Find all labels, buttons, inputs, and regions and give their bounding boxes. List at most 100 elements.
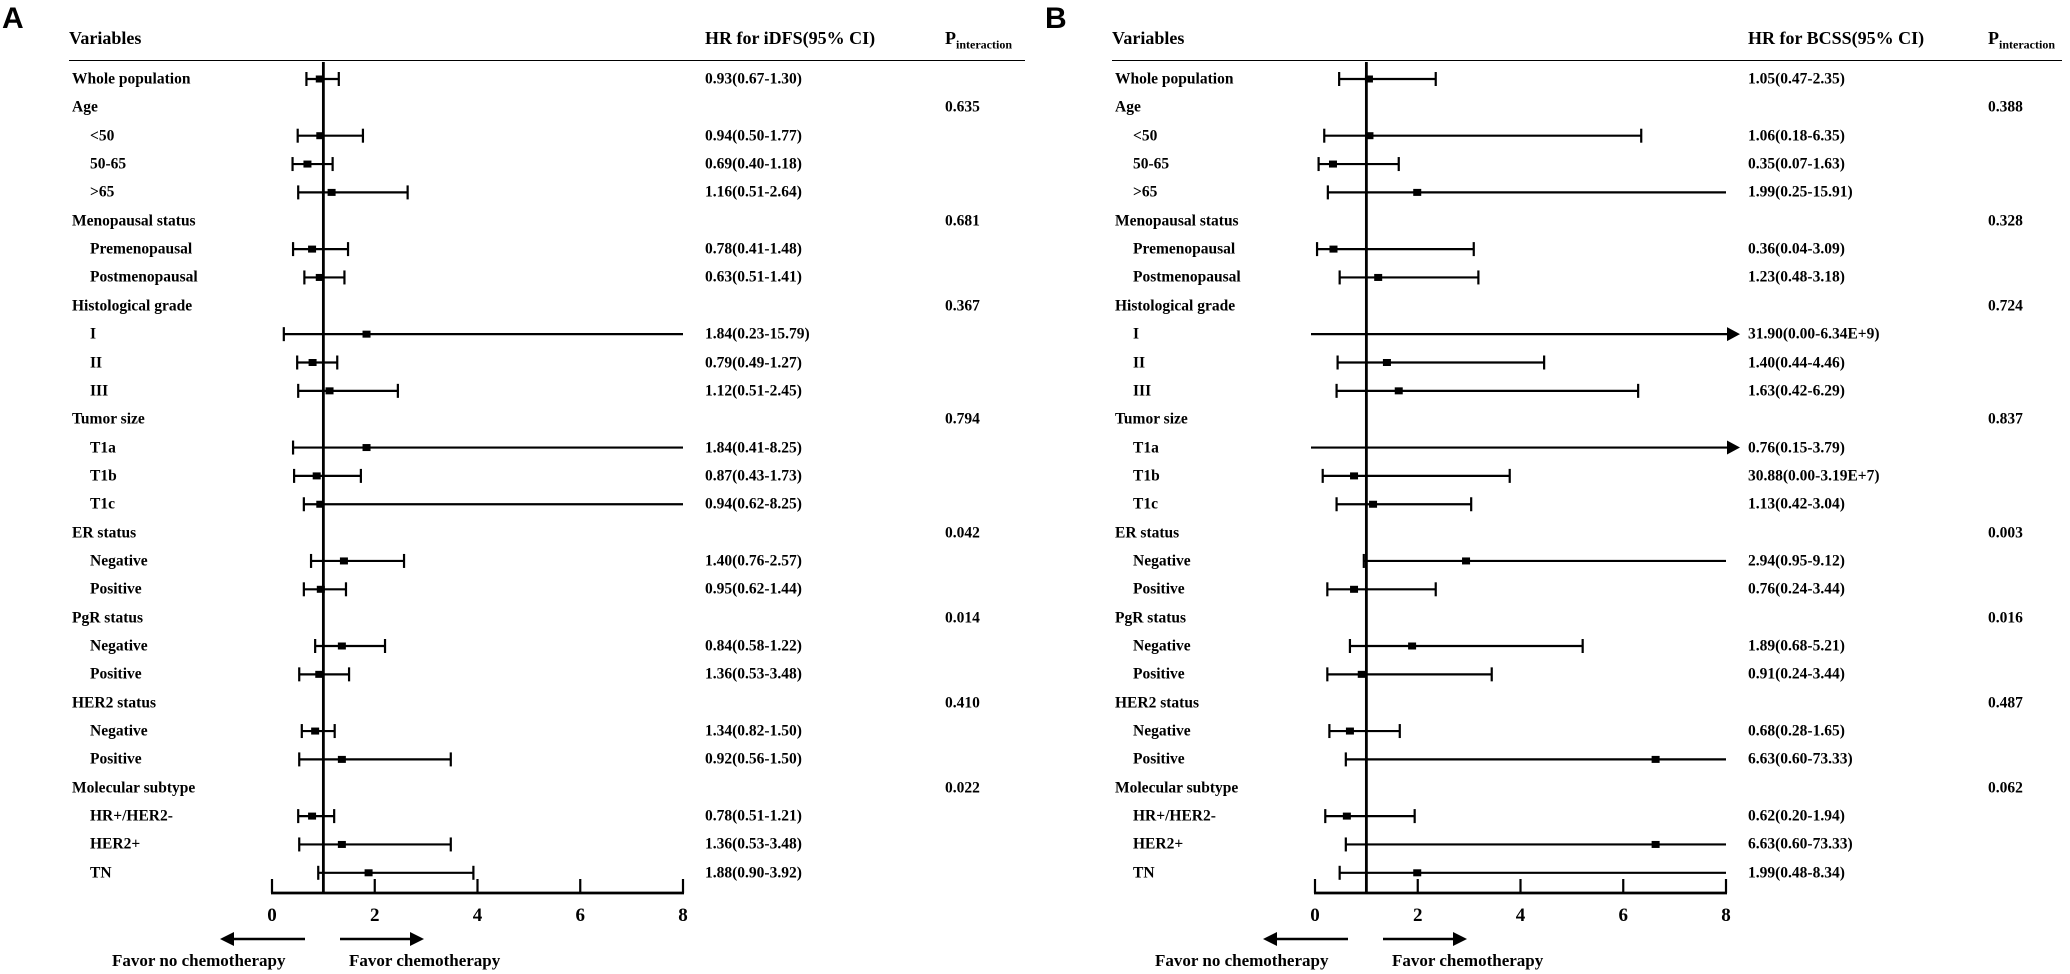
hr-ci-text: 1.84(0.41-8.25) [705, 438, 802, 456]
ci-mark [297, 809, 336, 824]
ci-mark [1362, 553, 1726, 568]
variables-header: Variables [69, 28, 142, 48]
ci-mark [292, 468, 362, 483]
ci-mark [309, 553, 406, 568]
hr-ci-text: 1.12(0.51-2.45) [705, 382, 802, 400]
hr-ci-text: 0.91(0.24-3.44) [1748, 665, 1845, 683]
ci-mark [1311, 327, 1740, 342]
hr-ci-text: 1.36(0.53-3.48) [705, 665, 802, 683]
hr-ci-text: 1.99(0.48-8.34) [1748, 864, 1845, 882]
ci-arrowhead [1727, 440, 1740, 455]
subgroup-label: Negative [90, 722, 148, 740]
header-rule [1112, 60, 2062, 61]
hr-point [315, 670, 324, 678]
header-rule [69, 60, 1025, 61]
ci-mark [1338, 270, 1480, 285]
ci-mark [1326, 582, 1437, 597]
ci-mark [291, 440, 683, 455]
forest-plot-a: 0 2 4 6 8 [220, 62, 688, 946]
hr-point [1374, 273, 1383, 281]
hr-ci-text: 0.62(0.20-1.94) [1748, 807, 1845, 825]
group-label: HER2 status [1115, 693, 1199, 711]
hr-ci-text: 30.88(0.00-3.19E+7) [1748, 467, 1880, 485]
hr-point [1365, 132, 1374, 140]
ci-mark [291, 157, 334, 172]
panel-letter: A [2, 2, 24, 35]
x-tick-label: 2 [1413, 905, 1423, 926]
group-label: Tumor size [1115, 410, 1188, 428]
x-tick-label: 6 [1619, 905, 1629, 926]
hr-point [315, 273, 324, 281]
ci-mark [1344, 752, 1726, 767]
panel-letter: B [1045, 2, 1067, 35]
hr-ci-text: 2.94(0.95-9.12) [1748, 552, 1845, 570]
p-interaction-value: 0.681 [945, 212, 980, 229]
subgroup-label: HR+/HER2- [90, 807, 173, 825]
subgroup-label: II [1133, 353, 1146, 371]
subgroup-label: Premenopausal [1133, 240, 1236, 258]
hr-ci-text: 0.92(0.56-1.50) [705, 750, 802, 768]
hr-header: HR for iDFS(95% CI) [705, 28, 876, 48]
ci-mark [296, 355, 339, 370]
subgroup-label: T1b [1133, 467, 1160, 485]
p-interaction-header: Pinteraction [1988, 28, 2055, 53]
subgroup-label: T1b [90, 467, 117, 485]
subgroup-label: Postmenopausal [1133, 268, 1241, 286]
p-interaction-value: 0.837 [1988, 410, 2023, 428]
ci-mark [1326, 667, 1493, 682]
subgroup-label: HER2+ [1133, 835, 1184, 853]
group-label: HER2 status [72, 693, 156, 711]
subgroup-label: II [90, 353, 103, 371]
subgroup-label: T1a [1133, 438, 1159, 456]
forest-panel-a: A Variables HR for iDFS(95% CI) Pinterac… [2, 2, 1025, 970]
hr-ci-text: 0.68(0.28-1.65) [1748, 722, 1845, 740]
subgroup-label: I [1133, 325, 1140, 343]
hr-point [1651, 755, 1660, 763]
x-tick-label: 4 [473, 905, 483, 926]
hr-ci-text: 1.36(0.53-3.48) [705, 835, 802, 853]
hr-ci-text: 0.93(0.67-1.30) [705, 70, 802, 88]
subgroup-label: 50-65 [1133, 155, 1170, 173]
subgroup-label: I [90, 325, 97, 343]
hr-ci-text: 0.78(0.51-1.21) [705, 807, 802, 825]
hr-ci-text: 1.63(0.42-6.29) [1748, 382, 1845, 400]
ci-mark [1335, 383, 1640, 398]
group-label: PgR status [72, 608, 144, 626]
p-subscript: interaction [956, 37, 1012, 52]
favor-right-arrowhead [410, 932, 424, 946]
subgroup-label: T1a [90, 438, 116, 456]
hr-point [1329, 245, 1338, 253]
hr-point [362, 444, 371, 452]
ci-mark [302, 582, 348, 597]
hr-ci-text: 0.76(0.15-3.79) [1748, 438, 1845, 456]
hr-point [311, 727, 320, 735]
hr-point [312, 472, 321, 480]
favor-no-chemo-label: Favor no chemotherapy [1155, 951, 1329, 970]
hr-ci-text: 0.94(0.50-1.77) [705, 126, 802, 144]
p-interaction-value: 0.487 [1988, 693, 2023, 711]
hr-ci-text: 31.90(0.00-6.34E+9) [1748, 325, 1880, 343]
ci-mark [298, 837, 452, 852]
hr-point [308, 812, 317, 820]
hr-point [1328, 160, 1337, 168]
ci-mark [1324, 809, 1416, 824]
hr-ci-text: 0.95(0.62-1.44) [705, 580, 802, 598]
subgroup-label: TN [90, 864, 112, 882]
hr-ci-text: 0.87(0.43-1.73) [705, 467, 802, 485]
ci-arrowhead [1727, 327, 1740, 342]
p-interaction-header: Pinteraction [945, 28, 1012, 53]
hr-ci-text: 0.79(0.49-1.27) [705, 353, 802, 371]
ci-mark [1315, 242, 1475, 257]
subgroup-label: Negative [90, 637, 148, 655]
hr-point [308, 245, 317, 253]
hr-point [315, 75, 324, 83]
group-label: Whole population [72, 70, 191, 88]
p-interaction-value: 0.328 [1988, 212, 2023, 229]
hr-point [1350, 472, 1359, 480]
favor-chemo-label: Favor chemotherapy [349, 951, 501, 970]
p-interaction-value: 0.022 [945, 779, 980, 796]
x-tick-label: 8 [1721, 905, 1731, 926]
group-label: Age [72, 98, 98, 116]
hr-point [327, 188, 336, 196]
hr-ci-text: 1.40(0.44-4.46) [1748, 353, 1845, 371]
